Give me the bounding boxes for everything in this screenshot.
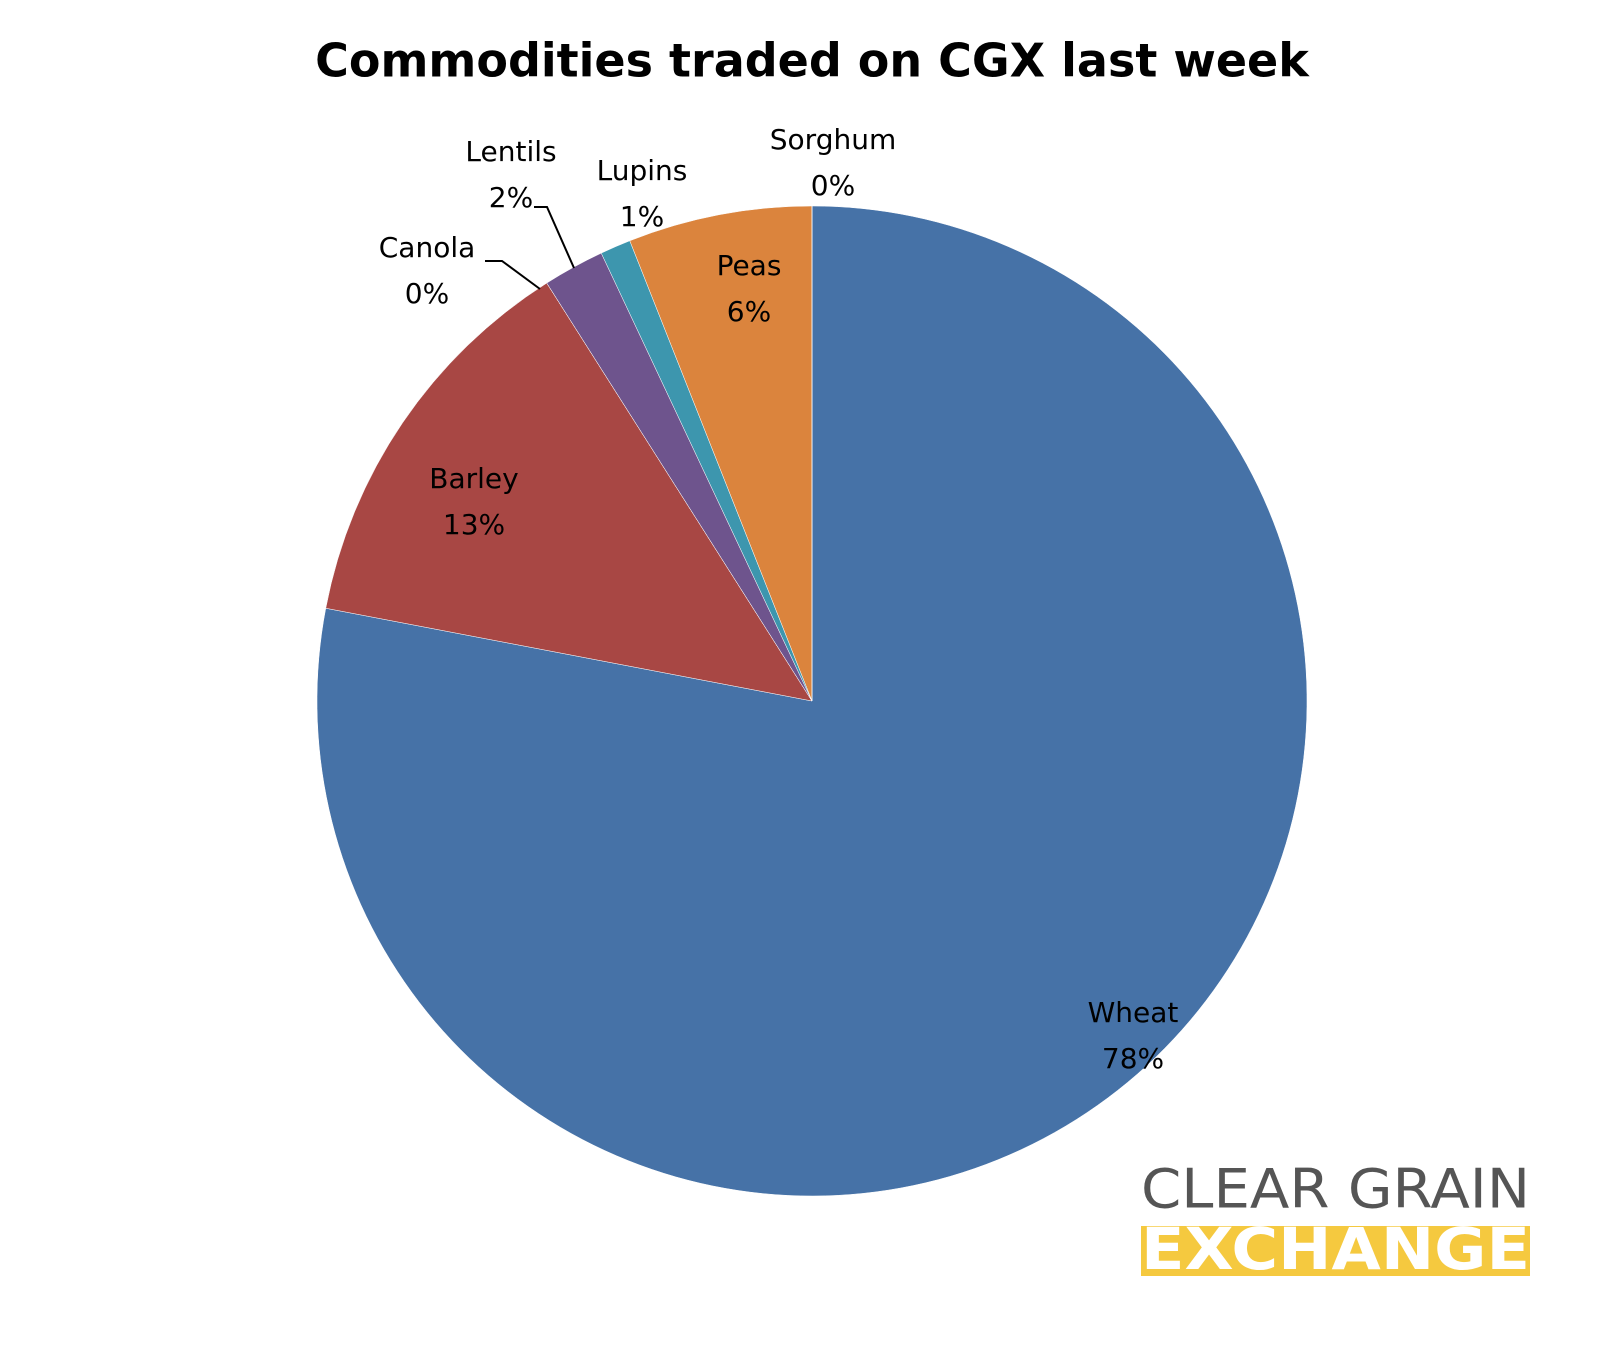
value-label: 78% [1102,1042,1164,1075]
leader-line [485,260,541,290]
value-label: 2% [489,181,533,214]
value-label: 13% [443,508,505,541]
logo-band [1141,1226,1530,1276]
value-label: 1% [620,200,664,233]
logo-text: EXCHANGE [1141,1215,1530,1283]
slice-label: Lupins [597,154,688,187]
slice-label: Barley [429,462,518,495]
pie [316,205,1308,1197]
slice-label: Wheat [1088,996,1179,1029]
value-label: 6% [727,295,771,328]
leader-line [534,206,575,269]
slice-label: Sorghum [770,123,896,156]
chart-title: Commodities traded on CGX last week [315,34,1310,88]
slice-label: Lentils [465,135,556,168]
slice-label: Canola [379,231,476,264]
slice-label: Peas [717,249,782,282]
value-label: 0% [405,277,449,310]
pie-slice [325,282,813,702]
value-label: 0% [811,169,855,202]
pie-slice [629,205,813,702]
logo-text: CLEAR GRAIN [1141,1158,1530,1221]
